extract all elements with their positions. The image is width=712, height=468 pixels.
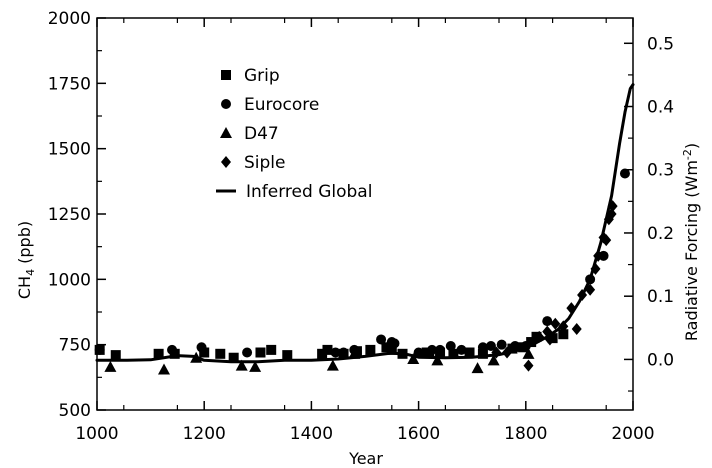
data-point-circle <box>389 338 400 349</box>
data-point-square <box>215 348 226 359</box>
data-point-diamond <box>523 359 534 372</box>
legend-item: Grip <box>221 66 280 86</box>
data-point-triangle <box>104 360 117 372</box>
data-point-triangle <box>522 347 535 359</box>
data-point-triangle <box>158 363 170 375</box>
data-point-triangle <box>235 359 248 371</box>
inferred-global-line <box>95 83 635 364</box>
y-tick-label: 750 <box>59 336 91 356</box>
data-point-square <box>322 344 333 355</box>
x-tick-label: 1000 <box>75 424 118 444</box>
data-point-triangle <box>407 353 420 365</box>
legend-item: Inferred Global <box>216 182 372 202</box>
data-point-circle <box>542 316 553 327</box>
data-point-diamond <box>571 322 582 335</box>
y-tick-label: 1500 <box>48 140 91 160</box>
legend-marker-circle <box>221 99 231 109</box>
data-point-square <box>477 348 488 359</box>
data-point-triangle <box>471 362 484 374</box>
data-point-circle <box>619 168 630 179</box>
data-point-square <box>386 344 397 355</box>
y-tick-label: 1750 <box>48 74 91 94</box>
data-point-circle <box>496 339 507 350</box>
data-point-circle <box>427 344 437 355</box>
data-point-circle <box>242 347 253 358</box>
x-tick-label: 1600 <box>397 424 440 444</box>
data-point-circle <box>445 340 456 351</box>
x-tick-label: 1800 <box>504 424 547 444</box>
data-point-triangle <box>431 354 444 366</box>
data-point-circle <box>477 342 488 353</box>
y2-axis-label: Radiative Forcing (Wm-2) <box>681 143 701 341</box>
data-point-square <box>448 348 459 359</box>
data-point-circle <box>435 344 446 355</box>
legend-label: Inferred Global <box>246 182 372 202</box>
legend-label: Siple <box>244 153 286 173</box>
y2-tick-label: 0.0 <box>647 350 674 370</box>
data-point-square <box>110 350 121 361</box>
data-point-triangle <box>249 360 262 372</box>
y2-tick-label: 0.4 <box>647 98 674 118</box>
x-tick-label: 2000 <box>611 424 654 444</box>
data-point-circle <box>376 334 387 345</box>
data-point-square <box>464 347 475 358</box>
data-point-triangle <box>487 354 500 366</box>
legend-label: Grip <box>244 66 280 86</box>
x-tick-label: 1400 <box>290 424 333 444</box>
x-tick-label: 1200 <box>183 424 226 444</box>
y-tick-label: 1250 <box>48 205 91 225</box>
data-point-circle <box>456 344 467 355</box>
data-point-square <box>526 337 537 348</box>
y-tick-label: 500 <box>59 401 91 421</box>
data-point-diamond <box>601 234 612 247</box>
legend-item: Eurocore <box>221 95 319 115</box>
series-inferred-global <box>95 83 635 364</box>
data-point-circle <box>413 347 424 358</box>
data-point-circle <box>338 347 349 358</box>
legend-label: D47 <box>244 124 279 144</box>
y-axis-label: CH4 (ppb) <box>15 221 37 299</box>
data-point-circle <box>330 347 341 358</box>
data-point-square <box>228 352 239 363</box>
data-point-square <box>365 344 376 355</box>
y2-tick-label: 0.5 <box>647 34 674 54</box>
data-point-square <box>381 342 392 353</box>
y2-tick-label: 0.2 <box>647 224 674 244</box>
data-point-circle <box>94 344 105 355</box>
series-eurocore <box>94 168 630 358</box>
data-point-square <box>282 350 293 361</box>
data-point-diamond <box>550 317 561 330</box>
series-d47 <box>104 347 535 375</box>
legend-item: Siple <box>221 153 286 173</box>
data-point-square <box>255 347 266 358</box>
data-point-square <box>317 348 328 359</box>
legend-marker-diamond <box>221 156 231 168</box>
y2-tick-label: 0.1 <box>647 287 674 307</box>
data-point-circle <box>167 344 178 355</box>
data-point-circle <box>196 342 207 353</box>
legend-marker-square <box>221 70 231 80</box>
data-point-circle <box>485 340 496 351</box>
legend-marker-triangle <box>220 127 232 138</box>
legend-label: Eurocore <box>244 95 319 115</box>
data-point-triangle <box>326 359 339 371</box>
y-tick-label: 1000 <box>48 270 91 290</box>
data-point-square <box>266 344 277 355</box>
data-point-square <box>199 347 210 358</box>
x-axis-label: Year <box>348 449 383 468</box>
legend-item: D47 <box>220 124 279 144</box>
y-tick-label: 2000 <box>48 9 91 29</box>
y2-tick-label: 0.3 <box>647 161 674 181</box>
data-point-square <box>558 329 569 340</box>
data-point-square <box>153 348 164 359</box>
